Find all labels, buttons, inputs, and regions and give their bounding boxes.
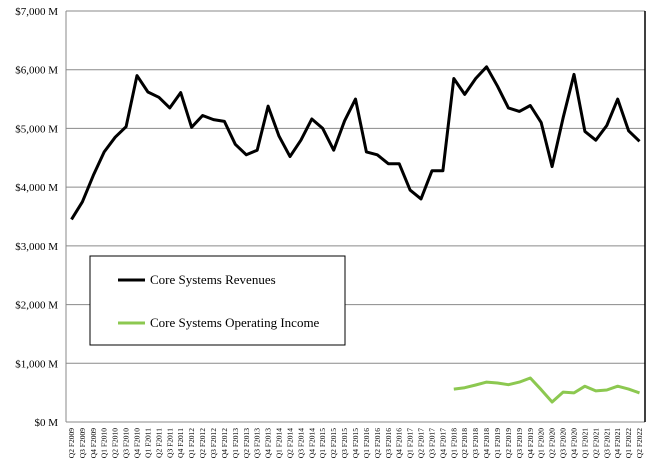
x-tick-label: Q2 F2010: [111, 428, 120, 458]
y-tick-label: $4,000 M: [15, 182, 58, 194]
x-tick-label: Q3 F2016: [384, 428, 393, 458]
x-tick-label: Q1 F2020: [537, 428, 546, 458]
x-tick-label: Q1 F2016: [362, 428, 371, 458]
y-tick-label: $5,000 M: [15, 123, 58, 135]
x-tick-label: Q2 F2013: [242, 428, 251, 458]
x-tick-label: Q3 F2010: [122, 428, 131, 458]
legend-label-operating-income: Core Systems Operating Income: [150, 315, 320, 330]
x-tick-label: Q1 F2019: [493, 428, 502, 458]
x-tick-label: Q2 F2016: [373, 428, 382, 458]
x-tick-label: Q2 F2011: [154, 428, 163, 458]
x-tick-label: Q4 F2009: [89, 428, 98, 458]
x-tick-label: Q1 F2017: [406, 428, 415, 458]
y-tick-label: $0 M: [34, 417, 58, 429]
x-axis-ticks: Q2 F2009 Q3 F2009 Q4 F2009 Q1 F2010 Q2 F2010…: [67, 428, 644, 458]
x-tick-label: Q4 F2012: [220, 428, 229, 458]
y-axis-ticks: $0 M $1,000 M $2,000 M $3,000 M $4,000 M $5,0…: [15, 6, 58, 429]
x-tick-label: Q1 F2022: [624, 428, 633, 458]
gridlines: [66, 10, 645, 423]
x-tick-label: Q2 F2015: [329, 428, 338, 458]
x-tick-label: Q2 F2018: [460, 428, 469, 458]
x-tick-label: Q3 F2011: [165, 428, 174, 458]
x-tick-label: Q4 F2019: [526, 428, 535, 458]
x-tick-label: Q3 F2020: [559, 428, 568, 458]
x-tick-label: Q4 F2016: [395, 428, 404, 458]
y-tick-label: $2,000 M: [15, 300, 58, 312]
y-tick-label: $3,000 M: [15, 241, 58, 253]
x-tick-label: Q2 F2012: [198, 428, 207, 458]
y-tick-label: $1,000 M: [15, 358, 58, 370]
x-tick-label: Q4 F2015: [351, 428, 360, 458]
x-tick-label: Q1 F2021: [580, 428, 589, 458]
series-line-revenues: [70, 65, 641, 221]
x-tick-label: Q3 F2018: [471, 428, 480, 458]
x-tick-label: Q2 F2019: [504, 428, 513, 458]
x-tick-label: Q3 F2009: [78, 428, 87, 458]
y-tick-label: $6,000 M: [15, 65, 58, 77]
x-tick-label: Q1 F2010: [100, 428, 109, 458]
x-tick-label: Q3 F2015: [340, 428, 349, 458]
x-tick-label: Q1 F2013: [231, 428, 240, 458]
x-tick-label: Q1 F2014: [275, 428, 284, 458]
x-tick-label: Q4 F2021: [613, 428, 622, 458]
y-tick-label: $7,000 M: [15, 6, 58, 18]
x-tick-label: Q2 F2017: [417, 428, 426, 458]
x-tick-label: Q2 F2021: [591, 428, 600, 458]
x-tick-label: Q2 F2009: [67, 428, 76, 458]
legend-label-revenues: Core Systems Revenues: [150, 272, 276, 287]
x-tick-label: Q2 F2022: [635, 428, 644, 458]
legend-box: [89, 255, 346, 346]
x-tick-label: Q3 F2017: [427, 428, 436, 458]
legend: Core Systems Revenues Core Systems Opera…: [89, 255, 346, 346]
x-tick-label: Q4 F2010: [133, 428, 142, 458]
x-tick-label: Q2 F2020: [548, 428, 557, 458]
x-tick-label: Q1 F2015: [318, 428, 327, 458]
x-tick-label: Q4 F2013: [264, 428, 273, 458]
x-tick-label: Q3 F2019: [515, 428, 524, 458]
x-tick-label: Q3 F2013: [253, 428, 262, 458]
x-tick-label: Q1 F2011: [143, 428, 152, 458]
series-lines: [70, 65, 641, 404]
x-tick-label: Q4 F2020: [569, 428, 578, 458]
x-tick-label: Q3 F2021: [602, 428, 611, 458]
x-tick-label: Q4 F2017: [438, 428, 447, 458]
x-tick-label: Q1 F2018: [449, 428, 458, 458]
x-tick-label: Q4 F2018: [482, 428, 491, 458]
x-tick-label: Q3 F2012: [209, 428, 218, 458]
x-tick-label: Q1 F2012: [187, 428, 196, 458]
x-tick-label: Q3 F2014: [296, 428, 305, 458]
x-tick-label: Q4 F2011: [176, 428, 185, 458]
x-tick-label: Q2 F2014: [285, 428, 294, 458]
x-tick-label: Q4 F2014: [307, 428, 316, 458]
series-line-operating-income: [453, 376, 640, 404]
